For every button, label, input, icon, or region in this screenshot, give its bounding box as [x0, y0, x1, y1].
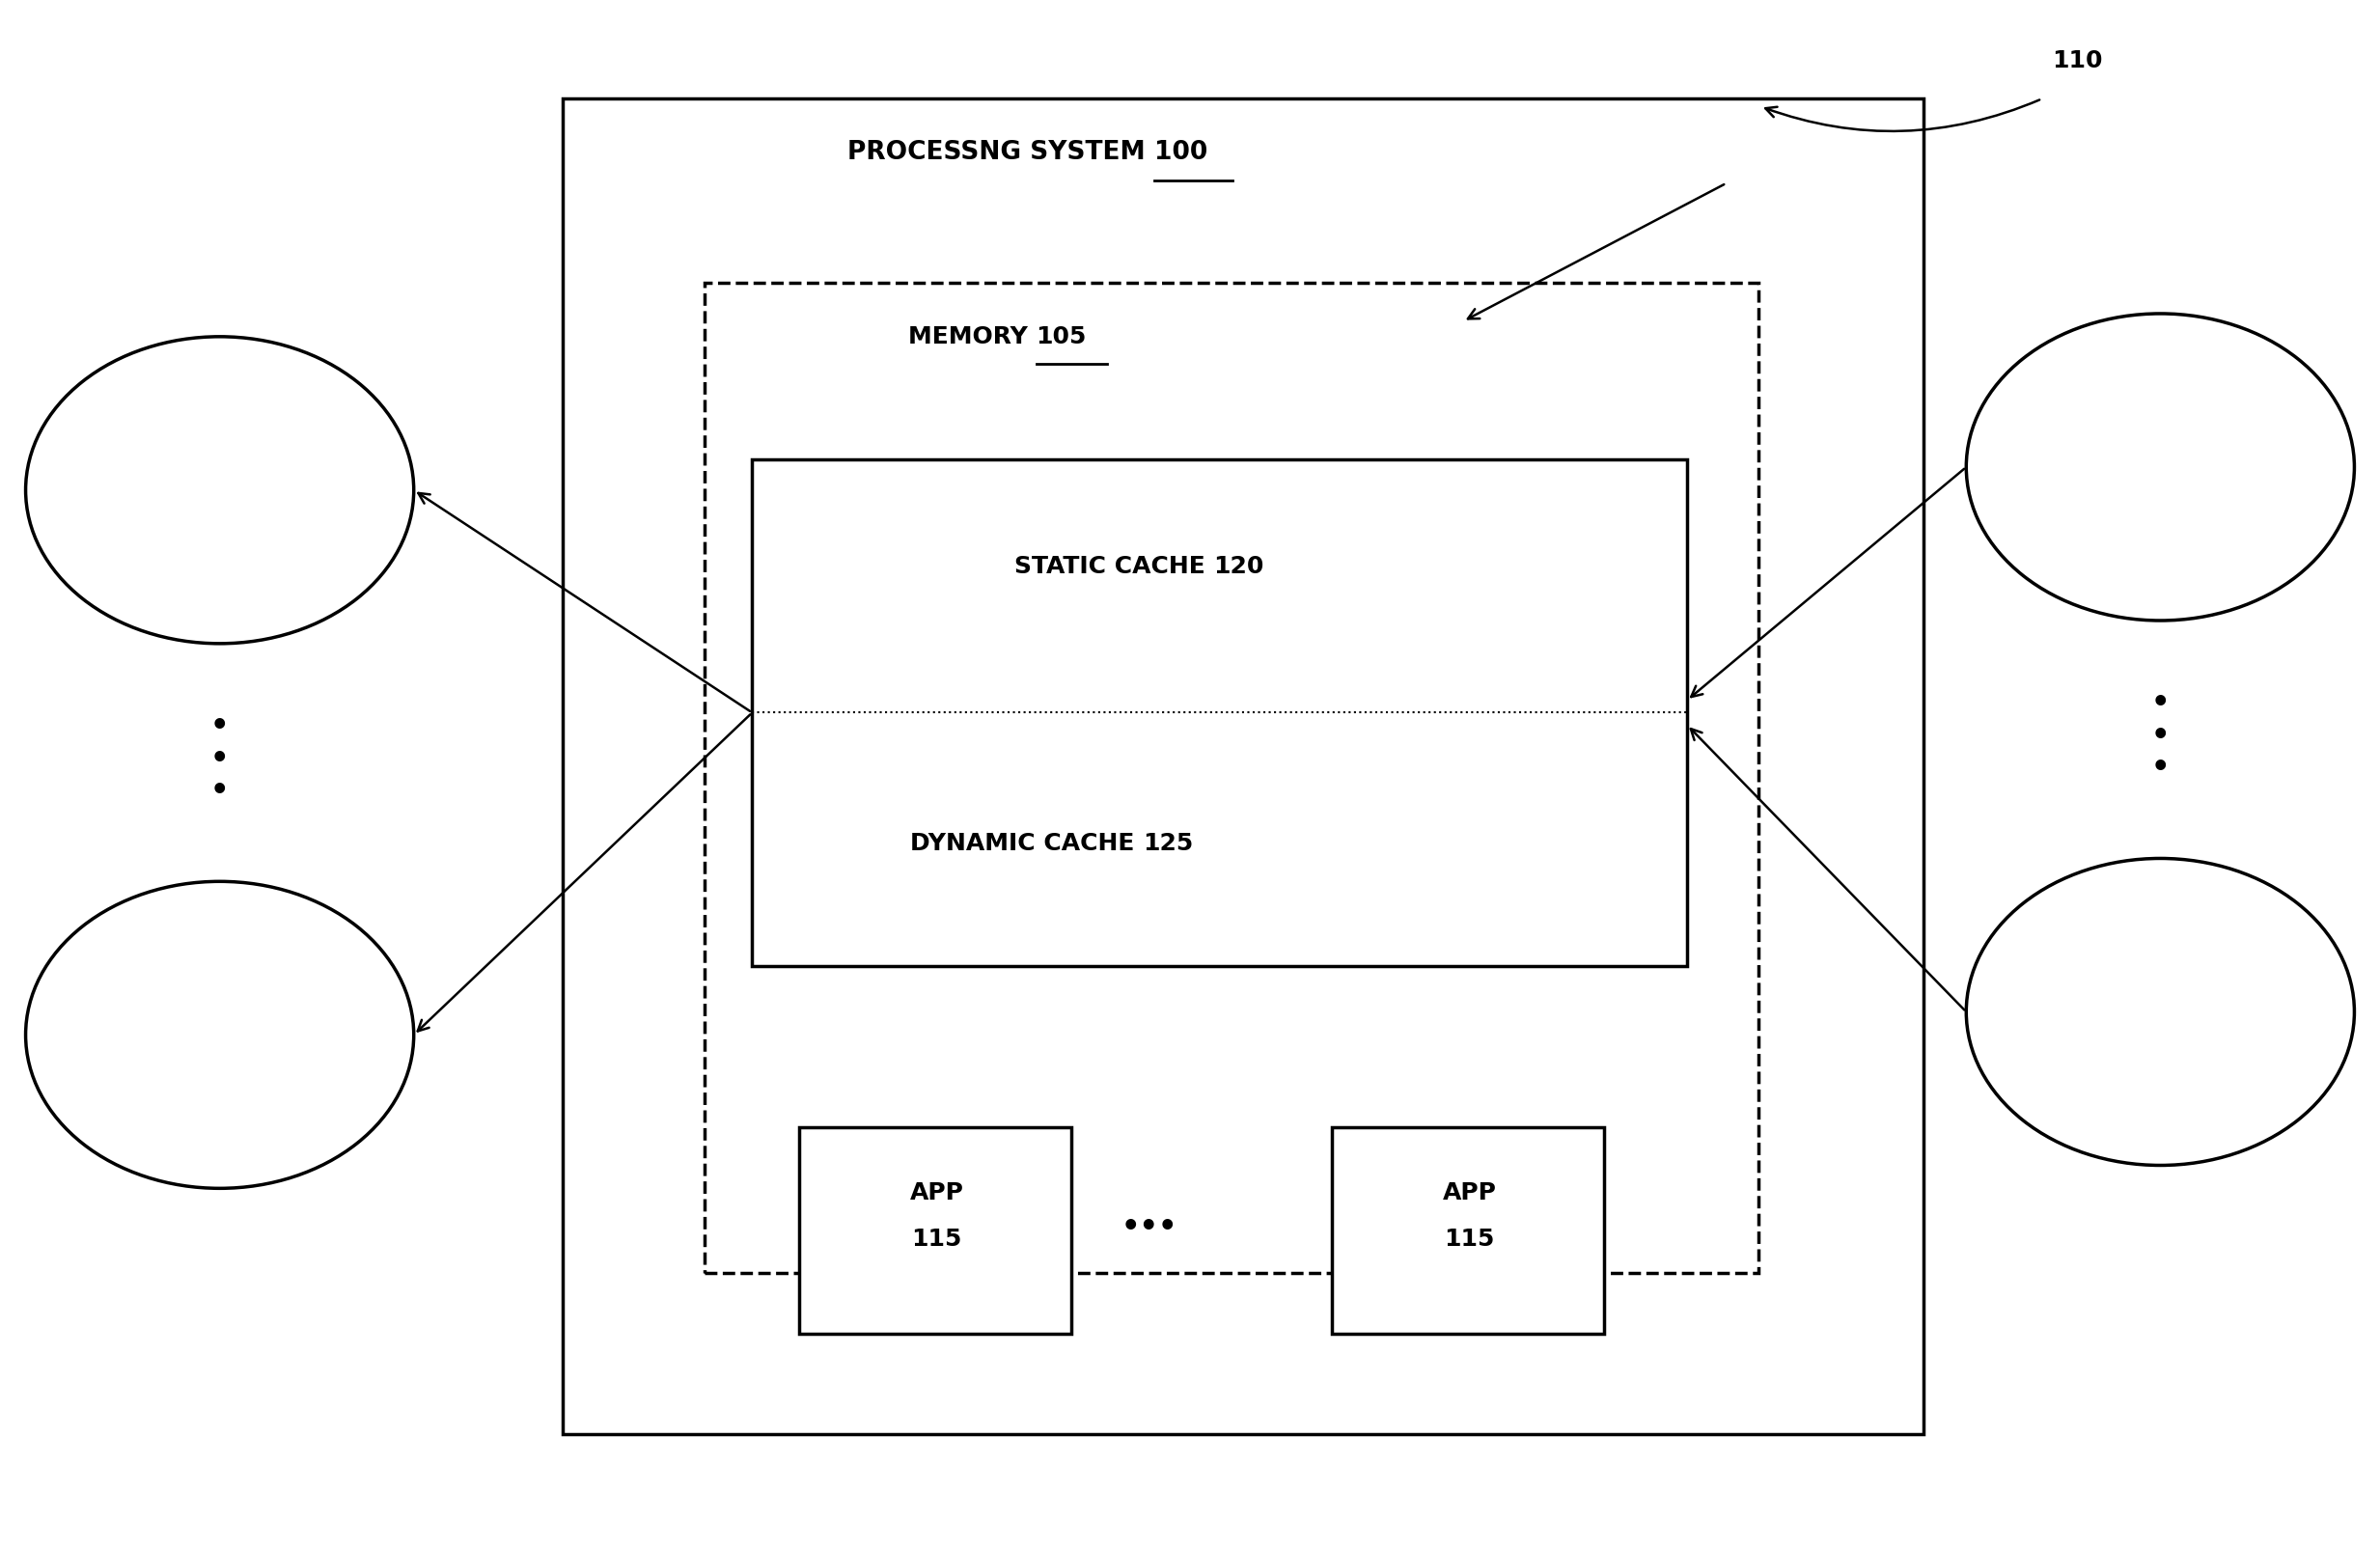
Text: CONSUMER: CONSUMER — [143, 1020, 298, 1043]
Text: •
•
•: • • • — [209, 712, 228, 805]
Text: 130: 130 — [2135, 486, 2185, 509]
Text: DATA: DATA — [186, 432, 255, 455]
Text: 135: 135 — [195, 1074, 245, 1098]
Text: DATA SOURCE: DATA SOURCE — [2066, 977, 2254, 1000]
Text: DATA SOURCE: DATA SOURCE — [2066, 432, 2254, 455]
Bar — [1333, 1127, 1604, 1334]
Bar — [752, 460, 1687, 966]
Ellipse shape — [26, 881, 414, 1189]
Text: 125: 125 — [1142, 831, 1192, 854]
Text: CONSUMER: CONSUMER — [143, 475, 298, 498]
Text: 115: 115 — [912, 1228, 962, 1251]
Ellipse shape — [1966, 859, 2354, 1166]
Text: 105: 105 — [1035, 325, 1088, 348]
Text: 110: 110 — [2052, 50, 2104, 73]
Text: 135: 135 — [195, 529, 245, 553]
Text: DYNAMIC CACHE: DYNAMIC CACHE — [909, 831, 1142, 854]
Text: •••: ••• — [1121, 1212, 1178, 1240]
Bar — [800, 1127, 1071, 1334]
Text: 100: 100 — [1154, 139, 1207, 166]
Ellipse shape — [26, 336, 414, 644]
Bar — [562, 99, 1923, 1433]
Text: 115: 115 — [1445, 1228, 1495, 1251]
Text: 120: 120 — [1214, 556, 1264, 579]
Text: MEMORY: MEMORY — [909, 325, 1035, 348]
Bar — [704, 283, 1759, 1272]
Text: 130: 130 — [2135, 1031, 2185, 1054]
Ellipse shape — [1966, 314, 2354, 621]
Text: APP: APP — [909, 1181, 964, 1204]
Text: APP: APP — [1442, 1181, 1497, 1204]
Text: DATA: DATA — [186, 977, 255, 1000]
Text: STATIC CACHE: STATIC CACHE — [1014, 556, 1214, 579]
Text: PROCESSNG SYSTEM: PROCESSNG SYSTEM — [847, 139, 1154, 166]
Text: •
•
•: • • • — [2152, 689, 2171, 782]
